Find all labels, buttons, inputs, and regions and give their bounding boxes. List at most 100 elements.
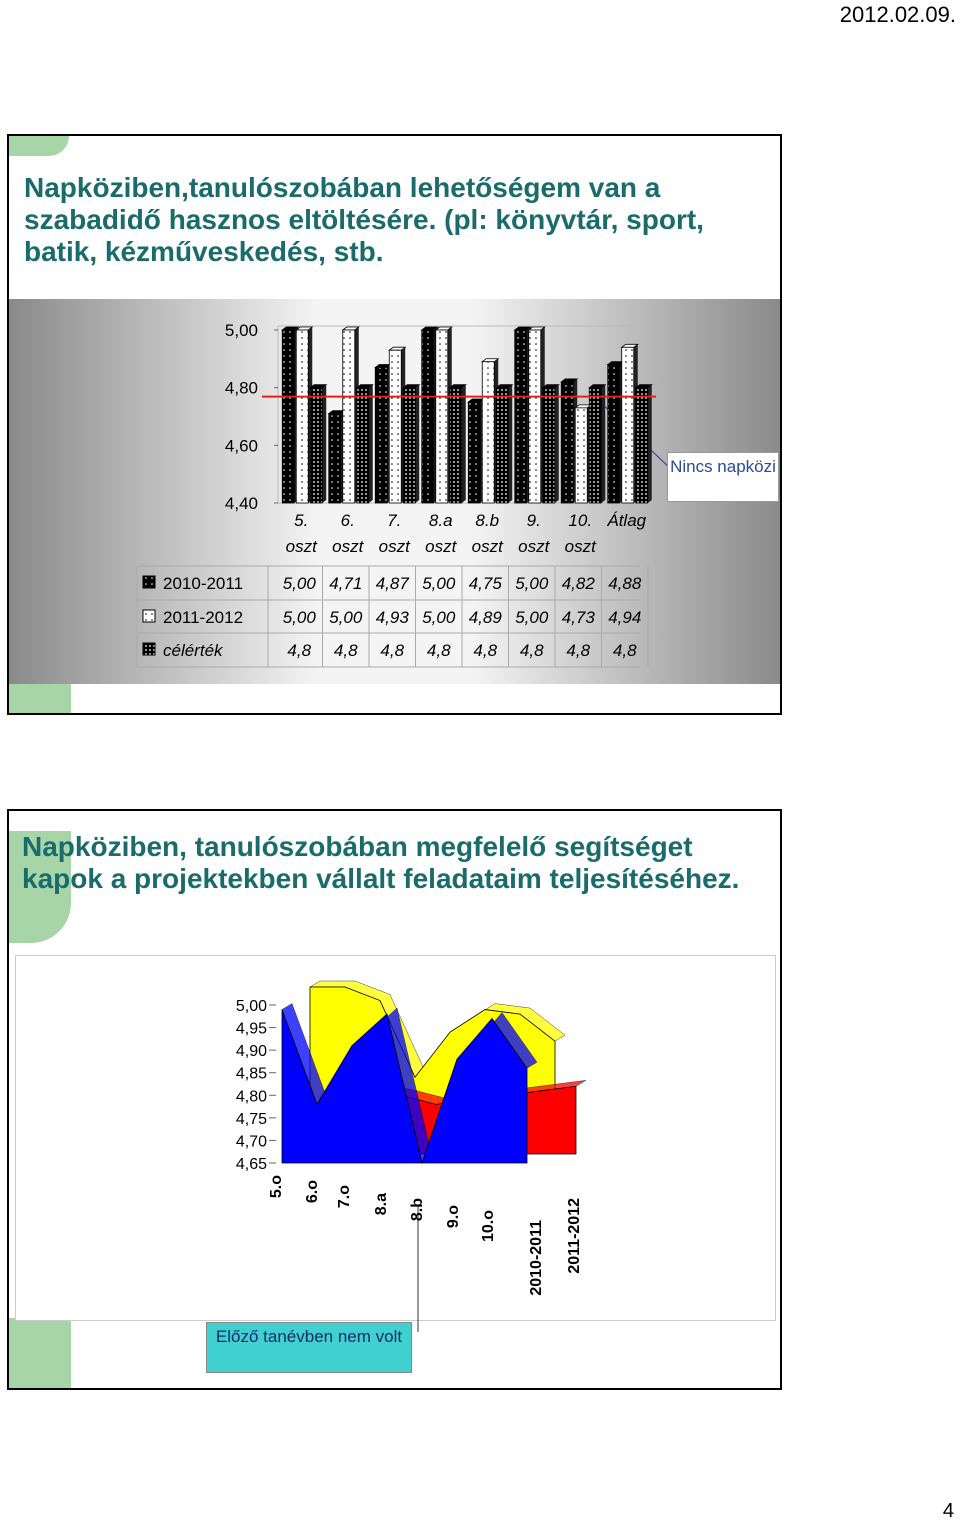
area: [281, 1009, 528, 1165]
bar: [621, 346, 635, 504]
table-value: 5,00: [283, 574, 317, 593]
page-number: 4: [942, 1500, 954, 1522]
note-box: Előző tanévben nem volt: [206, 1322, 412, 1373]
y-tick-label: 4,70: [236, 1133, 267, 1150]
accent: [9, 831, 71, 943]
bar: [421, 329, 435, 504]
bar-side: [415, 384, 420, 503]
y-tick-label: 4,75: [236, 1111, 267, 1128]
x-tick-label: 9.o: [445, 1205, 462, 1228]
x-tick-label: 6. oszt: [332, 511, 364, 556]
bar: [328, 413, 342, 504]
x-tick-label: 8.b oszt: [471, 511, 503, 556]
y-tick-label: 4,90: [236, 1043, 267, 1060]
table-value: 5,00: [329, 608, 363, 627]
table-value: 4,73: [562, 608, 596, 627]
y-tick-label: 4,95: [236, 1021, 267, 1038]
bar: [560, 381, 574, 504]
table-value: 5,00: [422, 574, 456, 593]
y-tick-label: 4,65: [236, 1156, 267, 1173]
y-tick-label: 5,00: [236, 998, 267, 1015]
table-value: 4,89: [469, 608, 503, 627]
table-value: 4,75: [469, 574, 503, 593]
y-tick-label: 4,80: [225, 379, 258, 398]
bar: [467, 401, 481, 504]
bar: [514, 329, 528, 504]
table-value: 4,8: [334, 641, 358, 660]
bar: [342, 329, 356, 504]
x-tick-label: 5. oszt: [285, 511, 317, 556]
slide-title: Napköziben,tanulószobában lehetőségem va…: [24, 172, 704, 267]
x-tick-label: 10. oszt: [564, 511, 596, 556]
bar-side: [647, 384, 652, 503]
bar-side: [461, 384, 466, 503]
table-value: 4,8: [427, 641, 451, 660]
bar: [356, 387, 370, 504]
x-tick-label: 8.a: [373, 1193, 390, 1215]
note-box: Nincs napközi: [667, 452, 779, 502]
bar-side: [554, 384, 559, 503]
y-tick-label: 4,40: [225, 494, 258, 513]
x-tick-label: 6.o: [304, 1180, 321, 1203]
bar-side: [368, 384, 373, 503]
table-value: 5,00: [515, 574, 549, 593]
table-value: 5,00: [283, 608, 317, 627]
bar: [295, 329, 309, 504]
slide-2: [7, 809, 782, 1390]
bar: [388, 349, 402, 504]
y-tick-label: 4,80: [236, 1088, 267, 1105]
date: 2012.02.09.: [839, 2, 956, 27]
legend-key: [142, 609, 156, 623]
accent: [9, 136, 69, 156]
bar: [574, 407, 588, 504]
table-value: 4,8: [287, 641, 311, 660]
x-tick-label: 7. oszt: [378, 511, 410, 556]
legend-label: 2011-2012: [163, 608, 243, 627]
table-value: 5,00: [515, 608, 549, 627]
bar: [481, 361, 495, 504]
table-value: 4,94: [608, 608, 641, 627]
x-tick-label: 2010-2011: [528, 1220, 545, 1296]
bar-side: [601, 384, 606, 503]
bar-side: [322, 384, 327, 503]
table-value: 4,87: [376, 574, 410, 593]
table-value: 4,8: [520, 641, 544, 660]
accent: [9, 1318, 71, 1388]
bar: [309, 387, 323, 504]
bar: [281, 329, 295, 504]
legend-key: [142, 575, 156, 589]
table-value: 4,93: [376, 608, 410, 627]
y-tick-label: 5,00: [225, 321, 258, 340]
x-tick-label: 9. oszt: [518, 511, 550, 556]
table-value: 4,8: [473, 641, 497, 660]
bar: [542, 387, 556, 504]
table-value: 4,8: [566, 641, 590, 660]
table-value: 4,71: [329, 574, 362, 593]
y-tick-label: 4,60: [225, 436, 258, 455]
table-value: 4,8: [380, 641, 404, 660]
x-tick-label: 5.o: [268, 1175, 285, 1198]
x-tick-label: 8.b: [409, 1198, 426, 1221]
bar: [435, 329, 449, 504]
bar-side: [508, 384, 513, 503]
bar: [402, 387, 416, 504]
slide-title: Napköziben, tanulószobában megfelelő seg…: [22, 831, 740, 894]
table-value: 5,00: [422, 608, 456, 627]
legend-key: [142, 642, 156, 656]
x-tick-label: Átlag: [607, 511, 647, 530]
x-tick-label: 10.o: [480, 1210, 497, 1242]
x-tick-label: 2011-2012: [566, 1198, 583, 1274]
table-value: 4,82: [562, 574, 596, 593]
accent: [9, 683, 71, 713]
x-tick-label: 8.a oszt: [425, 511, 457, 556]
bar: [635, 387, 649, 504]
table-value: 4,88: [608, 574, 642, 593]
bar: [374, 367, 388, 504]
legend-label: célérték: [163, 641, 224, 660]
bar: [495, 387, 509, 504]
bar: [528, 329, 542, 504]
legend-label: 2010-2011: [163, 574, 243, 593]
x-tick-label: 7.o: [336, 1185, 353, 1208]
